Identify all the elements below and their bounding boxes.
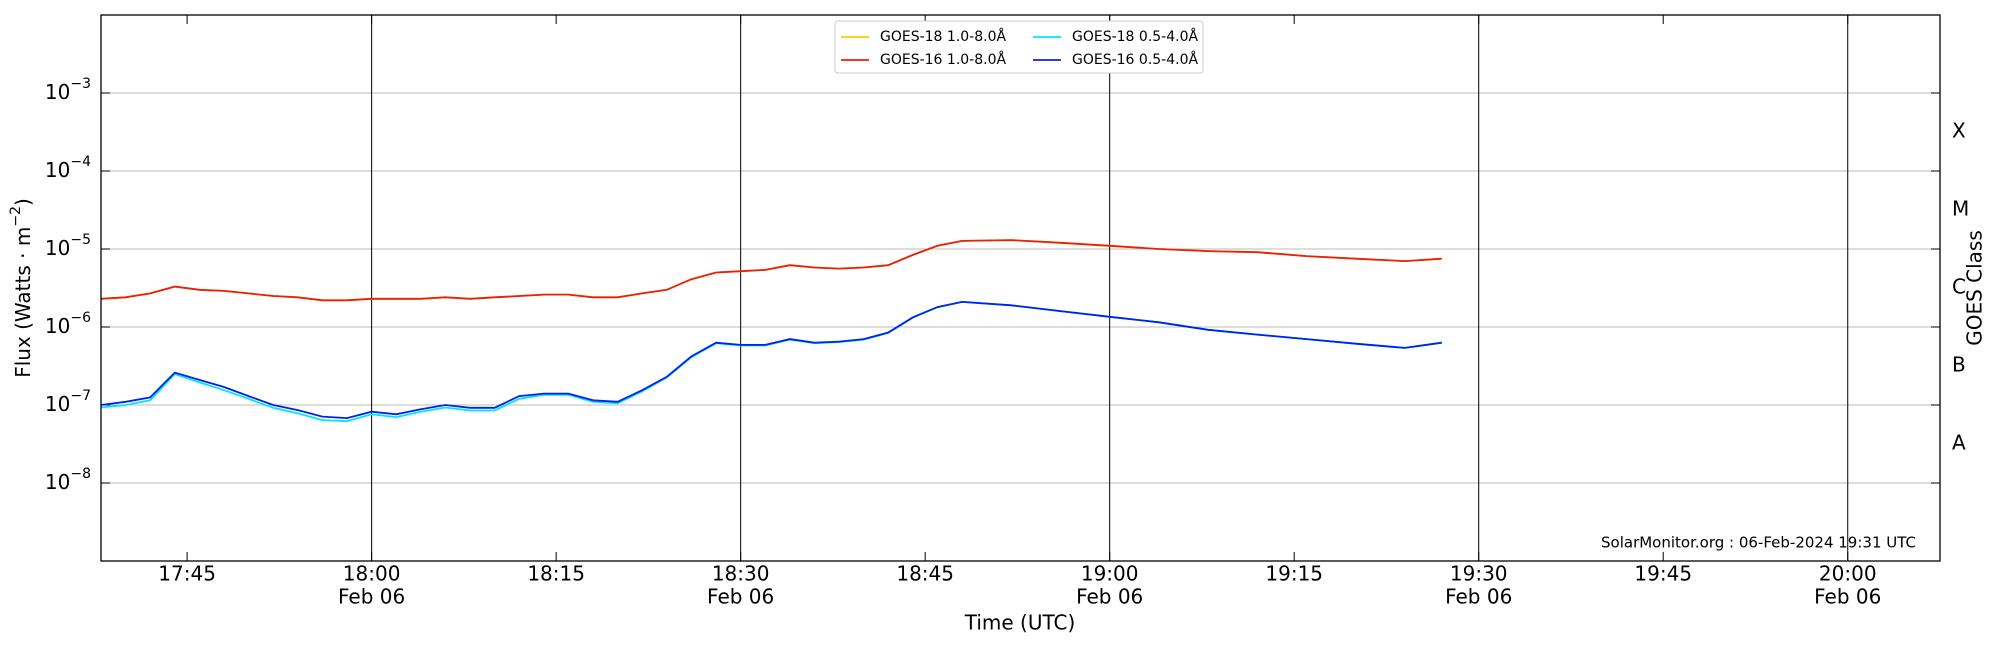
series-line <box>100 300 1442 420</box>
y-label-text: Flux (Watts · m <box>11 227 35 378</box>
y-tick-exponent: −3 <box>70 76 91 92</box>
y-tick-base: 10 <box>45 80 70 104</box>
y-tick-base: 10 <box>45 158 70 182</box>
legend-label: GOES-16 0.5-4.0Å <box>1072 51 1198 68</box>
x-tick-label: 18:45 <box>896 562 954 586</box>
y-tick-label: 10−6 <box>45 310 91 338</box>
series-line <box>100 239 1442 302</box>
y2-tick-label: C <box>1952 275 1966 299</box>
x-tick-label: 18:30 <box>712 562 770 586</box>
y-tick-label: 10−5 <box>45 232 91 260</box>
y2-tick-label: X <box>1952 119 1966 143</box>
x-tick-label: 17:45 <box>158 562 216 586</box>
y-tick-label: 10−4 <box>45 154 91 182</box>
y-tick-label: 10−3 <box>45 76 91 104</box>
y-tick-base: 10 <box>45 470 70 494</box>
y2-tick-label: B <box>1952 353 1966 377</box>
y-tick-exponent: −6 <box>70 310 91 326</box>
x-tick-date: Feb 06 <box>1445 585 1512 609</box>
y-tick-exponent: −7 <box>70 388 91 404</box>
x-tick-label: 20:00 <box>1819 562 1877 586</box>
y-tick-exponent: −5 <box>70 232 91 248</box>
y-tick-exponent: −4 <box>70 154 91 170</box>
y-tick-base: 10 <box>45 236 70 260</box>
x-tick-label: 18:15 <box>527 562 585 586</box>
legend-label: GOES-16 1.0-8.0Å <box>880 51 1006 68</box>
x-tick-date: Feb 06 <box>338 585 405 609</box>
x-tick-label: 19:30 <box>1450 562 1508 586</box>
legend-label: GOES-18 0.5-4.0Å <box>1072 28 1198 45</box>
y-label-exponent: −2 <box>8 206 24 227</box>
y-tick-base: 10 <box>45 392 70 416</box>
x-tick-label: 18:00 <box>343 562 401 586</box>
x-tick-date: Feb 06 <box>1814 585 1881 609</box>
annotation: SolarMonitor.org : 06-Feb-2024 19:31 UTC <box>1601 534 1916 552</box>
y-tick-label: 10−8 <box>45 466 91 494</box>
x-tick-date: Feb 06 <box>1076 585 1143 609</box>
y-axis-label: Flux (Watts · m−2) <box>8 198 35 378</box>
x-tick-label: 19:15 <box>1265 562 1323 586</box>
x-tick-label: 19:00 <box>1081 562 1139 586</box>
x-axis-label: Time (UTC) <box>964 611 1076 635</box>
y-label-suffix: ) <box>11 198 35 206</box>
legend-label: GOES-18 1.0-8.0Å <box>880 28 1006 45</box>
x-tick-label: 19:45 <box>1634 562 1692 586</box>
y-tick-exponent: −8 <box>70 466 91 482</box>
y-tick-label: 10−7 <box>45 388 91 416</box>
y2-tick-label: A <box>1952 431 1966 455</box>
x-tick-date: Feb 06 <box>707 585 774 609</box>
plot-frame <box>100 14 1941 562</box>
y-tick-base: 10 <box>45 314 70 338</box>
legend-box <box>834 20 1204 74</box>
y2-axis-label: GOES Class <box>1963 230 1987 346</box>
y2-tick-label: M <box>1952 197 1969 221</box>
